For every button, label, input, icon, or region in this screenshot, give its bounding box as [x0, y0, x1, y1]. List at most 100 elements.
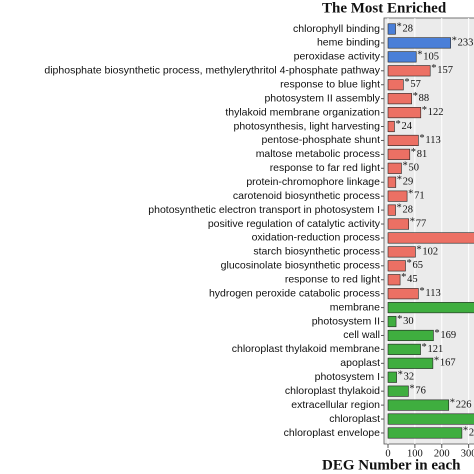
significance-marker: * [416, 244, 421, 255]
y-tick-label: starch biosynthetic process [253, 246, 380, 258]
y-tick-label: chloroplast envelope [284, 427, 380, 439]
bar [387, 274, 401, 286]
bar [387, 288, 419, 300]
bar [387, 246, 416, 258]
value-label: 233 [458, 37, 474, 48]
value-label: 113 [425, 288, 440, 299]
significance-marker: * [402, 161, 407, 172]
significance-marker: * [397, 314, 402, 325]
significance-marker: * [452, 35, 457, 46]
y-tick-label: protein-chromophore linkage [246, 176, 380, 188]
y-tick-label: glucosinolate biosynthetic process [221, 260, 380, 272]
x-tick-label: 0 [385, 448, 390, 459]
y-tick-label: response to red light [285, 274, 380, 286]
significance-marker: * [397, 202, 402, 213]
significance-marker: * [413, 91, 418, 102]
bar [387, 107, 422, 119]
y-tick-label: heme binding [317, 37, 380, 49]
value-label: 105 [423, 51, 439, 62]
bar [387, 93, 412, 105]
value-label: 24 [401, 121, 412, 132]
chart-title: The Most Enriched [322, 0, 447, 16]
y-tick-label: apoplast [340, 357, 380, 369]
value-label: 275 [469, 427, 474, 438]
value-label: 81 [417, 149, 428, 160]
significance-marker: * [422, 105, 427, 116]
y-tick-label: diphosphate biosynthetic process, methyl… [44, 65, 380, 77]
bar [387, 51, 417, 63]
bar [387, 204, 396, 216]
value-label: 226 [456, 400, 472, 411]
y-tick-label: response to blue light [280, 79, 380, 91]
value-label: 113 [425, 135, 440, 146]
bar [387, 329, 434, 342]
value-label: 32 [404, 372, 415, 383]
value-label: 76 [415, 386, 426, 397]
significance-marker: * [409, 384, 414, 395]
value-label: 121 [428, 344, 444, 355]
value-label: 28 [403, 23, 414, 34]
significance-marker: * [422, 342, 427, 353]
y-tick-label: photosynthesis, light harvesting [233, 120, 380, 132]
value-label: 71 [414, 191, 425, 202]
y-tick-label: carotenoid biosynthetic process [233, 190, 380, 202]
bar [387, 343, 421, 355]
bar [387, 37, 451, 49]
value-label: 65 [412, 260, 423, 271]
significance-marker: * [401, 272, 406, 283]
x-tick-label: 200 [434, 448, 450, 459]
significance-marker: * [410, 216, 415, 227]
significance-marker: * [431, 63, 436, 74]
significance-marker: * [434, 356, 439, 367]
value-label: 122 [428, 107, 444, 118]
value-label: 77 [416, 218, 427, 229]
y-tick-label: oxidation-reduction process [252, 232, 380, 244]
x-axis-title: DEG Number in each [322, 457, 461, 473]
y-tick-label: peroxidase activity [294, 51, 381, 63]
significance-marker: * [397, 175, 402, 186]
value-label: 167 [440, 358, 456, 369]
y-tick-label: chlorophyll binding [293, 23, 380, 35]
bar [387, 302, 474, 314]
value-label: 29 [403, 177, 414, 188]
bar [387, 148, 411, 160]
bar [387, 120, 395, 133]
significance-marker: * [406, 258, 411, 269]
y-tick-label: chloroplast thylakoid membrane [232, 343, 380, 355]
significance-marker: * [398, 370, 403, 381]
significance-marker: * [450, 398, 455, 409]
bar [387, 134, 419, 146]
value-label: 28 [403, 204, 414, 215]
value-label: 50 [408, 163, 419, 174]
y-tick-label: hydrogen peroxide catabolic process [209, 287, 380, 299]
y-tick-label: pentose-phosphate shunt [261, 134, 380, 146]
x-tick-label: 300 [461, 448, 474, 459]
y-tick-label: cell wall [343, 329, 380, 341]
bar [387, 371, 397, 383]
significance-marker: * [419, 133, 424, 144]
y-tick-label: thylakoid membrane organization [225, 106, 380, 118]
bar [387, 65, 431, 77]
y-tick-label: extracellular region [291, 399, 380, 411]
value-label: 45 [407, 274, 418, 285]
bar [387, 218, 409, 230]
significance-marker: * [411, 147, 416, 158]
bar [387, 79, 404, 91]
bar [387, 427, 463, 439]
bar [387, 190, 408, 202]
y-tick-label: membrane [330, 301, 380, 313]
significance-marker: * [463, 425, 468, 436]
bar [387, 399, 450, 411]
significance-marker: * [395, 119, 400, 130]
y-tick-label: chloroplast [329, 413, 380, 425]
significance-marker: * [408, 189, 413, 200]
value-label: 57 [410, 79, 421, 90]
significance-marker: * [419, 286, 424, 297]
significance-marker: * [434, 328, 439, 339]
value-label: 157 [437, 65, 453, 76]
significance-marker: * [397, 21, 402, 32]
x-tick-label: 100 [407, 448, 423, 459]
y-tick-label: photosystem I [315, 371, 380, 383]
bar [387, 23, 396, 35]
